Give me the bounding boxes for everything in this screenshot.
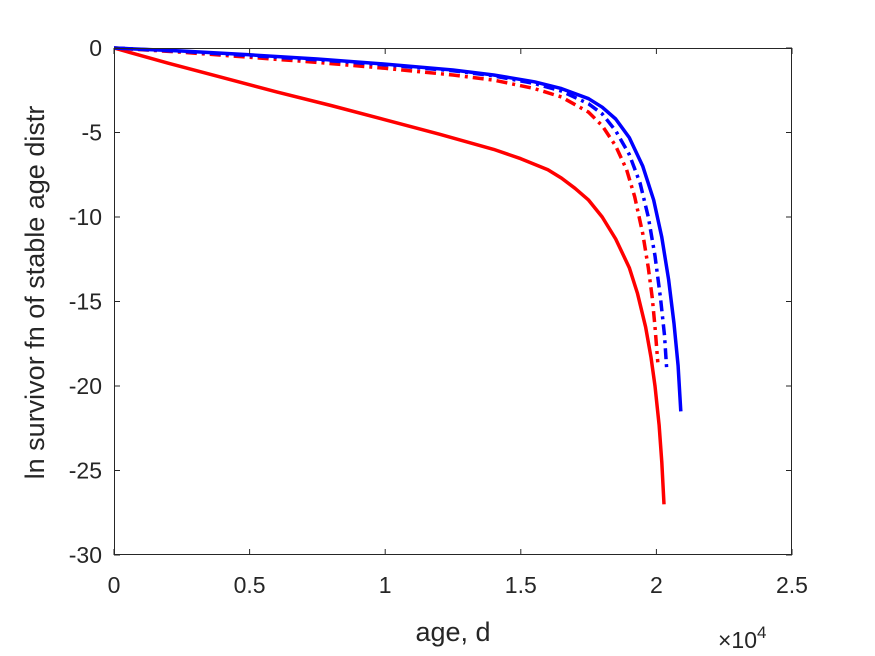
y-tick-label: -25 bbox=[69, 458, 102, 484]
x-tick-label: 2 bbox=[650, 572, 663, 598]
y-tick-label: -20 bbox=[69, 373, 102, 399]
x-tick-label: 0 bbox=[108, 572, 121, 598]
x-axis-label: age, d bbox=[415, 617, 490, 647]
y-tick-label: 0 bbox=[89, 35, 102, 61]
y-tick-label: -10 bbox=[69, 204, 102, 230]
x-tick-label: 0.5 bbox=[234, 572, 266, 598]
series-line-2 bbox=[113, 46, 660, 363]
series-line-3 bbox=[113, 46, 669, 370]
plot-background bbox=[114, 48, 792, 555]
x-axis-exponent: ×104 bbox=[718, 623, 766, 653]
x-exponent-base: ×10 bbox=[718, 627, 757, 653]
y-tick-label: -15 bbox=[69, 289, 102, 315]
x-tick-label: 2.5 bbox=[776, 572, 808, 598]
x-tick-label: 1.5 bbox=[505, 572, 537, 598]
x-tick-label: 1 bbox=[379, 572, 392, 598]
x-exponent-power: 4 bbox=[757, 623, 766, 642]
series-line-4 bbox=[113, 46, 683, 412]
tick-layer: 0 0.5 1 1.5 2 2.5 0 -5 -10 -15 -20 -25 -30 bbox=[69, 35, 808, 598]
y-tick-label: -30 bbox=[69, 542, 102, 568]
y-axis-label: ln survivor fn of stable age distr bbox=[20, 106, 50, 480]
series-layer bbox=[113, 46, 683, 505]
y-tick-label: -5 bbox=[82, 120, 102, 146]
series-line-1 bbox=[113, 46, 666, 505]
